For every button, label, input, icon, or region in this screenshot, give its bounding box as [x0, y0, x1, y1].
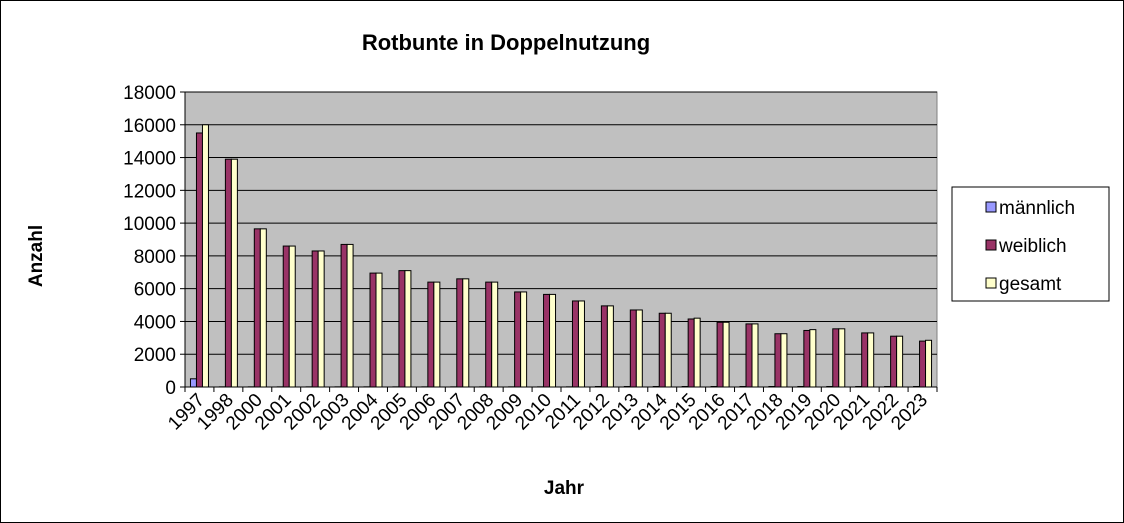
bar-weiblich [745, 323, 753, 388]
bar-gesamt [404, 270, 412, 388]
bar-weiblich [282, 245, 290, 388]
legend-label-maennlich: männlich [999, 198, 1075, 219]
bar-gesamt [838, 328, 846, 388]
bar-gesamt [606, 305, 614, 388]
bar-weiblich [919, 340, 927, 388]
bar-gesamt [780, 333, 788, 388]
bar-weiblich [543, 293, 551, 388]
bar-gesamt [433, 281, 441, 388]
bar-weiblich [716, 321, 724, 388]
bar-gesamt [520, 291, 528, 388]
bar-gesamt [896, 335, 904, 388]
axes-group [180, 91, 938, 392]
bar-gesamt [867, 332, 875, 388]
bar-weiblich [629, 309, 637, 388]
y-axis-title: Anzahl [26, 225, 47, 287]
bar-weiblich [890, 335, 898, 388]
bar-gesamt [259, 228, 267, 388]
y-tick-label: 2000 [134, 345, 176, 366]
bar-gesamt [375, 272, 383, 388]
bar-weiblich [340, 243, 348, 388]
bar-gesamt [462, 278, 470, 388]
bar-gesamt [809, 329, 817, 388]
bar-weiblich [774, 333, 782, 388]
bar-weiblich [832, 328, 840, 388]
bar-weiblich [600, 305, 608, 388]
y-tick-label: 0 [165, 378, 176, 399]
y-tick-label: 18000 [123, 83, 176, 104]
bar-gesamt [693, 317, 701, 388]
chart-title: Rotbunte in Doppelnutzung [362, 30, 650, 55]
bar-gesamt [722, 321, 730, 388]
bar-weiblich [311, 250, 319, 388]
bar-weiblich [195, 132, 203, 388]
bar-gesamt [549, 293, 557, 388]
bar-weiblich [369, 272, 377, 388]
bar-gesamt [230, 158, 238, 388]
y-tick-label: 16000 [123, 116, 176, 137]
bar-gesamt [346, 243, 354, 388]
y-tick-label: 14000 [123, 149, 176, 170]
y-tick-label: 6000 [134, 280, 176, 301]
bar-weiblich [224, 158, 232, 388]
bar-weiblich [514, 291, 522, 388]
legend-label-gesamt: gesamt [999, 274, 1062, 295]
y-tick-label: 4000 [134, 312, 176, 333]
bar-weiblich [687, 318, 695, 388]
y-tick-label: 8000 [134, 247, 176, 268]
legend: männlich weiblich gesamt [951, 186, 1110, 302]
bar-gesamt [201, 124, 209, 388]
bar-weiblich [658, 312, 666, 388]
bar-weiblich [485, 281, 493, 388]
bar-gesamt [751, 323, 759, 388]
bar-gesamt [664, 312, 672, 388]
bar-gesamt [925, 339, 933, 388]
bar-maennlich [189, 378, 197, 388]
bars-group [189, 124, 933, 388]
bar-gesamt [635, 309, 643, 388]
legend-swatch-gesamt [985, 277, 997, 289]
bar-weiblich [456, 278, 464, 388]
legend-label-weiblich: weiblich [998, 236, 1067, 257]
bar-weiblich [803, 329, 811, 388]
bar-weiblich [571, 300, 579, 388]
legend-swatch-maennlich [985, 201, 997, 213]
y-tick-label: 12000 [123, 181, 176, 202]
bar-weiblich [253, 228, 261, 388]
legend-box [951, 186, 1110, 302]
bar-weiblich [427, 281, 435, 388]
x-axis-title: Jahr [544, 478, 585, 499]
bar-gesamt [577, 300, 585, 388]
bar-weiblich [861, 332, 869, 388]
bar-gesamt [288, 245, 296, 388]
bar-gesamt [491, 281, 499, 388]
legend-swatch-weiblich [985, 239, 997, 251]
y-tick-label: 10000 [123, 214, 176, 235]
bar-gesamt [317, 250, 325, 388]
bar-weiblich [398, 270, 406, 388]
plot-area [184, 91, 938, 388]
